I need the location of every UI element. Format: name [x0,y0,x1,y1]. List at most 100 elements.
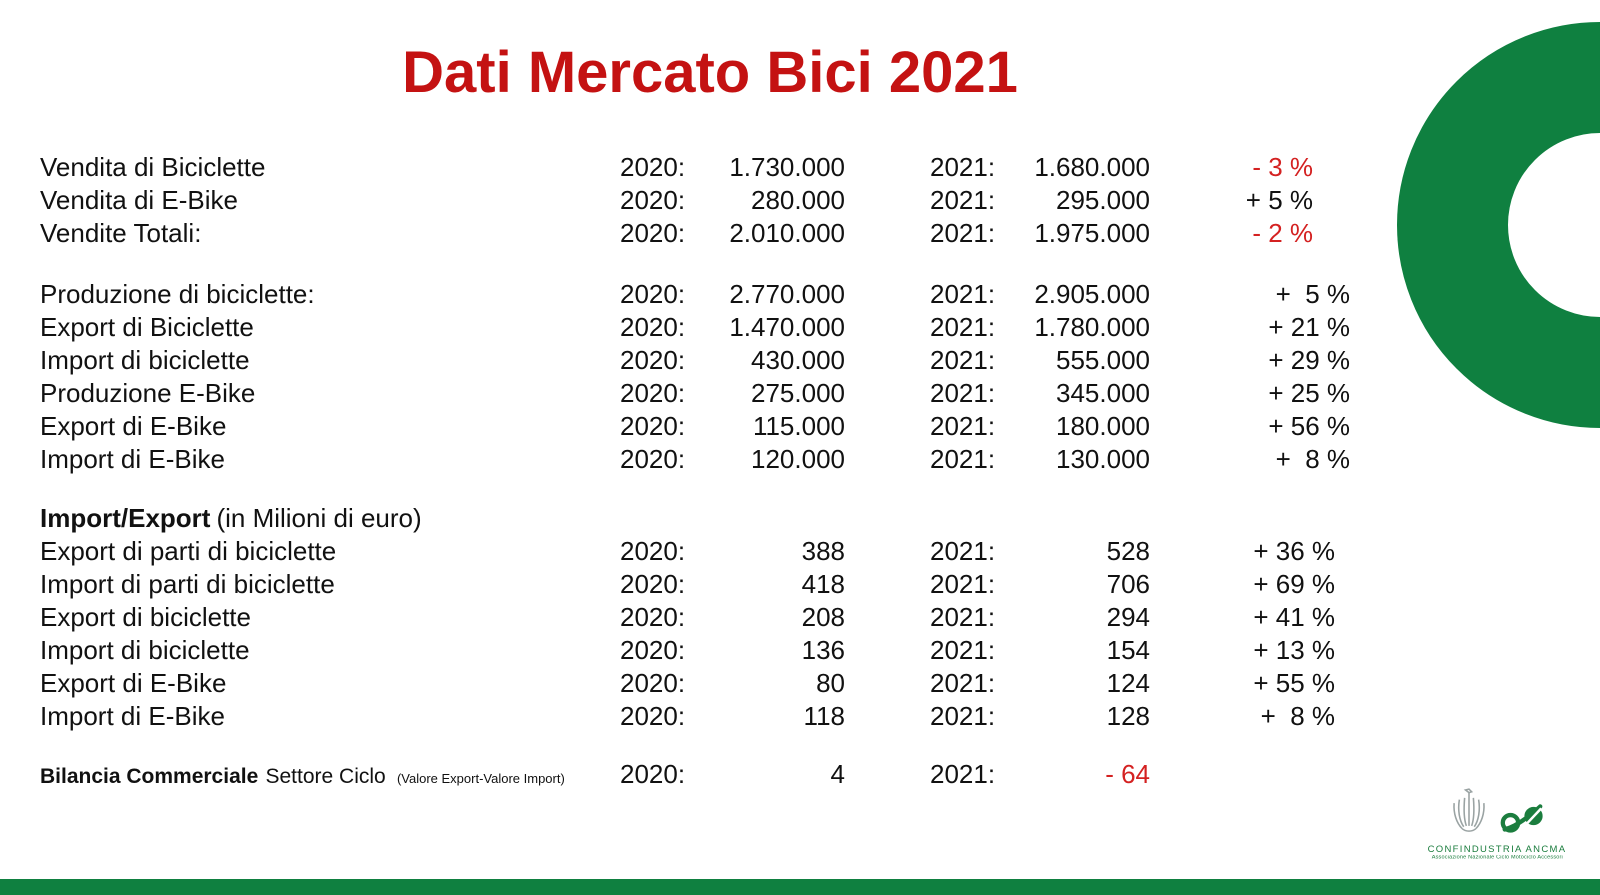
percent-change: + 5 % [1245,185,1313,215]
value-2020: 418 [801,569,845,599]
value-2021: 2.905.000 [1034,279,1150,309]
year-2021-label: 2021: [930,759,996,789]
table-row: Export di E-Bike 2020: 115.000 2021: 180.000… [40,410,1600,443]
table-row: Import di parti di biciclette 2020: 418 202… [40,568,1600,601]
row-label: Vendita di E-Bike [40,185,239,215]
value-2020: 388 [801,536,845,566]
table-row: Import di E-Bike 2020: 118 2021: 128 + 8 % [40,700,1600,733]
value-2020: 136 [801,635,845,665]
table-row: Export di E-Bike 2020: 80 2021: 124 + 55 % [40,667,1600,700]
value-2020: 208 [801,602,845,632]
year-2020-label: 2020: [620,312,686,342]
section-header-bold: Import/Export [40,503,211,533]
value-2021: 154 [1106,635,1150,665]
year-2020-label: 2020: [620,378,686,408]
value-2020: 1.730.000 [729,152,845,182]
sales-section: Vendita di Biciclette 2020: 1.730.000 2021:… [40,151,1600,250]
table-row: Vendita di E-Bike 2020: 280.000 2021: 295.00… [40,184,1600,217]
row-label: Export di E-Bike [40,411,227,441]
percent-change: - 3 % [1252,152,1313,182]
bottom-green-bar [0,879,1600,895]
value-2021: 345.000 [1056,378,1150,408]
value-2021: 528 [1106,536,1150,566]
trade-balance-label-bold: Bilancia Commerciale [40,765,259,788]
year-2020-label: 2020: [620,759,686,789]
year-2020-label: 2020: [620,536,686,566]
table-row: Vendita di Biciclette 2020: 1.730.000 2021:… [40,151,1600,184]
value-2021: 130.000 [1056,444,1150,474]
percent-change: + 29 % [1268,345,1350,375]
value-2021: 180.000 [1056,411,1150,441]
row-label: Import di biciclette [40,635,250,665]
value-2021: 706 [1106,569,1150,599]
percent-change: + 25 % [1268,378,1350,408]
percent-change: - 2 % [1252,218,1313,248]
year-2020-label: 2020: [620,444,686,474]
percent-change: + 8 % [1275,444,1350,474]
year-2020-label: 2020: [620,411,686,441]
table-row: Vendite Totali: 2020: 2.010.000 2021: 1.975.… [40,217,1600,250]
percent-change: + 36 % [1253,536,1335,566]
confindustria-eagle-icon [1448,787,1490,840]
year-2021-label: 2021: [930,279,996,309]
percent-change: + 21 % [1268,312,1350,342]
value-2020: 2.010.000 [729,218,845,248]
table-row: Export di biciclette 2020: 208 2021: 294 + 41… [40,601,1600,634]
value-2021: 1.975.000 [1034,218,1150,248]
trade-balance-label-note: (Valore Export-Valore Import) [396,771,565,786]
row-label: Import di parti di biciclette [40,569,335,599]
percent-change: + 5 % [1275,279,1350,309]
year-2020-label: 2020: [620,635,686,665]
year-2021-label: 2021: [930,602,996,632]
value-2021: 555.000 [1056,345,1150,375]
value-2021: 294 [1106,602,1150,632]
row-label: Import di E-Bike [40,701,225,731]
year-2021-label: 2021: [930,668,996,698]
value-2021: 1.680.000 [1034,152,1150,182]
import-export-header-row: Import/Export (in Milioni di euro) [40,502,1600,535]
year-2021-label: 2021: [930,345,996,375]
row-label: Export di Biciclette [40,312,254,342]
table-row: Produzione di biciclette: 2020: 2.770.000 2… [40,278,1600,311]
year-2020-label: 2020: [620,345,686,375]
year-2020-label: 2020: [620,185,686,215]
trade-balance-label-regular: Settore Ciclo [265,765,386,788]
year-2020-label: 2020: [620,701,686,731]
row-label: Export di E-Bike [40,668,227,698]
ancma-bike-icon [1498,799,1546,840]
value-2020: 1.470.000 [729,312,845,342]
confindustria-ancma-logo: CONFINDUSTRIA ANCMA Associazione Naziona… [1402,787,1592,861]
year-2020-label: 2020: [620,569,686,599]
row-label: Export di parti di biciclette [40,536,337,566]
table-row: Produzione E-Bike 2020: 275.000 2021: 345.00… [40,377,1600,410]
value-2020: 2.770.000 [729,279,845,309]
year-2021-label: 2021: [930,378,996,408]
production-trade-section: Produzione di biciclette: 2020: 2.770.000 2… [40,278,1600,476]
page-title: Dati Mercato Bici 2021 [402,40,1018,105]
year-2020-label: 2020: [620,218,686,248]
table-row: Export di Biciclette 2020: 1.470.000 2021: 1… [40,311,1600,344]
percent-change: + 13 % [1253,635,1335,665]
value-2021: 295.000 [1056,185,1150,215]
value-2021: 1.780.000 [1034,312,1150,342]
trade-balance-label: Bilancia Commerciale Settore Ciclo (Valo… [40,758,620,795]
table-row: Import di E-Bike 2020: 120.000 2021: 130.000… [40,443,1600,476]
table-row: Import di biciclette 2020: 136 2021: 154 + 13… [40,634,1600,667]
value-2020: 80 [816,668,845,698]
percent-change: + 41 % [1253,602,1335,632]
percent-change: + 55 % [1253,668,1335,698]
year-2020-label: 2020: [620,279,686,309]
year-2021-label: 2021: [930,536,996,566]
year-2020-label: 2020: [620,602,686,632]
value-2021: 128 [1106,701,1150,731]
section-header: Import/Export (in Milioni di euro) [40,502,620,535]
balance-value-2020: 4 [830,759,845,789]
value-2020: 115.000 [752,411,845,441]
value-2020: 430.000 [751,345,845,375]
logo-title: CONFINDUSTRIA ANCMA [1427,844,1567,855]
value-2020: 275.000 [751,378,845,408]
row-label: Import di biciclette [40,345,250,375]
logo-subtitle: Associazione Nazionale Ciclo Motociclo A… [1431,855,1563,861]
year-2021-label: 2021: [930,185,996,215]
